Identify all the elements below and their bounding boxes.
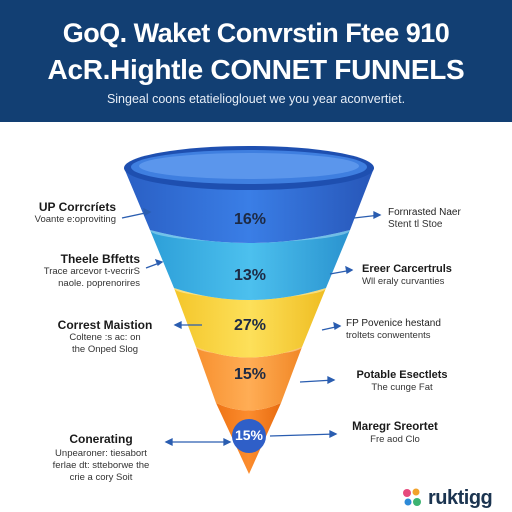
- stage-2-percent: 13%: [233, 267, 267, 284]
- left-label-2-desc: Trace arcevor t-vecrirS naole. poprenori…: [43, 266, 140, 289]
- left-label-4-desc: Unpearoner: tiesabort ferlae dt: sttebor…: [52, 448, 150, 483]
- funnel-stage-2: [150, 230, 350, 300]
- right-label-4-desc: The cunge Fat: [371, 382, 433, 393]
- right-label-3: FP Povenice hestand troltets conwentents: [346, 318, 441, 342]
- logo-icon: [403, 488, 421, 506]
- right-label-5-desc: Fre aod Clo: [370, 434, 420, 445]
- stage-4-percent: 15%: [233, 366, 267, 383]
- left-label-3-title: Correst Maistion: [57, 318, 153, 332]
- left-label-2-title: Theele Bffetts: [60, 252, 140, 266]
- funnel-stage-4: [196, 347, 302, 411]
- left-label-1-title: UP Corrcríets: [38, 200, 116, 214]
- right-label-2-title: Ereer Carcertruls: [362, 263, 452, 275]
- right-label-3-title: FP Povenice hestand: [346, 318, 441, 329]
- funnel-stage-3: [174, 288, 326, 358]
- right-label-5-title: Maregr Sreortet: [352, 421, 438, 433]
- left-label-4: Conerating Unpearoner: tiesabort ferlae …: [36, 432, 166, 484]
- left-label-2: Theele Bffetts Trace arcevor t-vecrirS n…: [44, 252, 140, 290]
- arrow-right-5: [269, 433, 337, 437]
- right-label-1-desc: Stent tl Stoe: [388, 219, 443, 230]
- page-subtitle: Singeal coons etatielioglouet we you yea…: [106, 92, 406, 106]
- logo-text: ruktigg: [428, 486, 493, 509]
- left-label-1: UP Corrcríets Voante e:oproviting: [35, 200, 116, 226]
- header-banner: GoQ. Waket Convrstin Ftee 910 AcR.Hightl…: [0, 0, 512, 122]
- right-label-3-desc: troltets conwentents: [346, 330, 431, 341]
- left-label-1-desc: Voante e:oproviting: [34, 214, 116, 225]
- right-label-2: Ereer Carcertruls Wll eraly curvanties: [362, 262, 452, 288]
- left-label-3-desc: Coltene :s ac: on the Onped Slog: [69, 332, 141, 355]
- right-label-2-desc: Wll eraly curvanties: [362, 276, 445, 287]
- stage-1-percent: 16%: [233, 211, 267, 228]
- stage-5-percent: 15%: [234, 427, 264, 443]
- left-label-3: Correst Maistion Coltene :s ac: on the O…: [30, 318, 180, 356]
- brand-logo: ruktigg: [400, 484, 493, 512]
- right-label-5: Maregr Sreortet Fre aod Clo: [320, 420, 470, 446]
- page-title-line2: AcR.Hightle CONNET FUNNELS: [47, 54, 465, 85]
- page-title-line1: GoQ. Waket Convrstin Ftee 910: [62, 18, 450, 48]
- stage-3-percent: 27%: [233, 317, 267, 334]
- left-label-4-title: Conerating: [69, 432, 133, 446]
- right-label-1: Fornrasted Naer Stent tl Stoe: [388, 207, 461, 231]
- funnel-bottom-circle: [232, 419, 266, 453]
- right-label-4-title: Potable Esectlets: [356, 369, 448, 381]
- right-label-4: Potable Esectlets The cunge Fat: [332, 368, 472, 394]
- right-label-1-title: Fornrasted Naer: [388, 207, 461, 218]
